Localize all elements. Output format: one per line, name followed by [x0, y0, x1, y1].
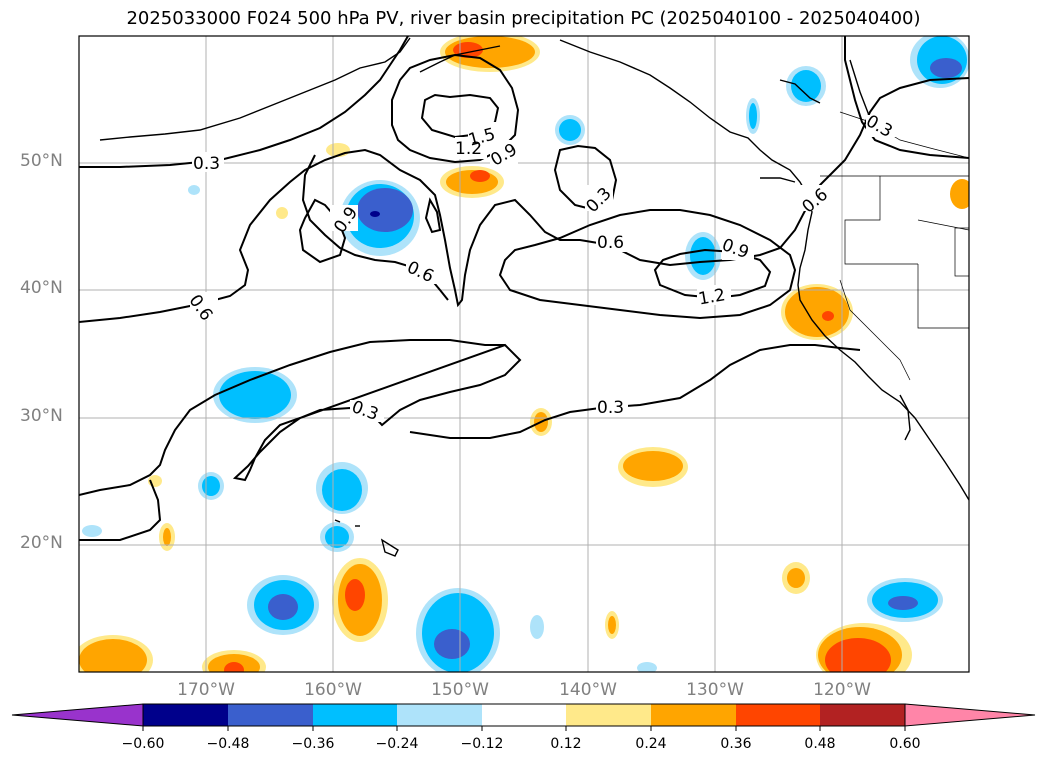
lon-label-160: 160°W: [304, 680, 362, 700]
contour-label: 1.2: [455, 139, 482, 159]
colorbar-tick-label: −0.36: [291, 736, 335, 752]
map-frame: [78, 35, 970, 673]
lat-label-20: 20°N: [20, 533, 63, 553]
lon-label-170: 170°W: [177, 680, 235, 700]
lon-label-140: 140°W: [559, 680, 617, 700]
lon-label-130: 130°W: [686, 680, 744, 700]
lon-label-150: 150°W: [431, 680, 489, 700]
colorbar-tick-label: −0.24: [375, 736, 419, 752]
lat-label-30: 30°N: [20, 406, 63, 426]
contour-labels: 0.3 0.3 0.3 0.3 0.3 0.6 0.6 0.6 0.6 0.9 …: [185, 111, 896, 425]
contour-label: 0.3: [597, 398, 624, 418]
colorbar-tick-label: 0.60: [889, 736, 921, 752]
colorbar-tick-label: 0.12: [550, 736, 582, 752]
map-title: 2025033000 F024 500 hPa PV, river basin …: [126, 8, 921, 29]
lon-label-120: 120°W: [813, 680, 871, 700]
lat-label-50: 50°N: [20, 151, 63, 171]
precip-anomaly-fill: [79, 36, 969, 672]
colorbar-tick-label: 0.36: [720, 736, 752, 752]
contour-label: 0.3: [193, 154, 220, 174]
colorbar-tick-label: −0.60: [121, 736, 165, 752]
colorbar-tick-label: 0.48: [804, 736, 836, 752]
colorbar-tick-label: −0.48: [206, 736, 250, 752]
country-borders: [820, 111, 969, 381]
contour-label: 1.2: [697, 285, 727, 309]
map-gridlines: [79, 36, 969, 672]
contour-label-backgrounds: [190, 115, 896, 422]
lat-label-40: 40°N: [20, 278, 63, 298]
colorbar-tick-label: −0.12: [460, 736, 504, 752]
contour-label: 0.6: [597, 233, 624, 253]
colorbar-tick-label: 0.24: [635, 736, 667, 752]
